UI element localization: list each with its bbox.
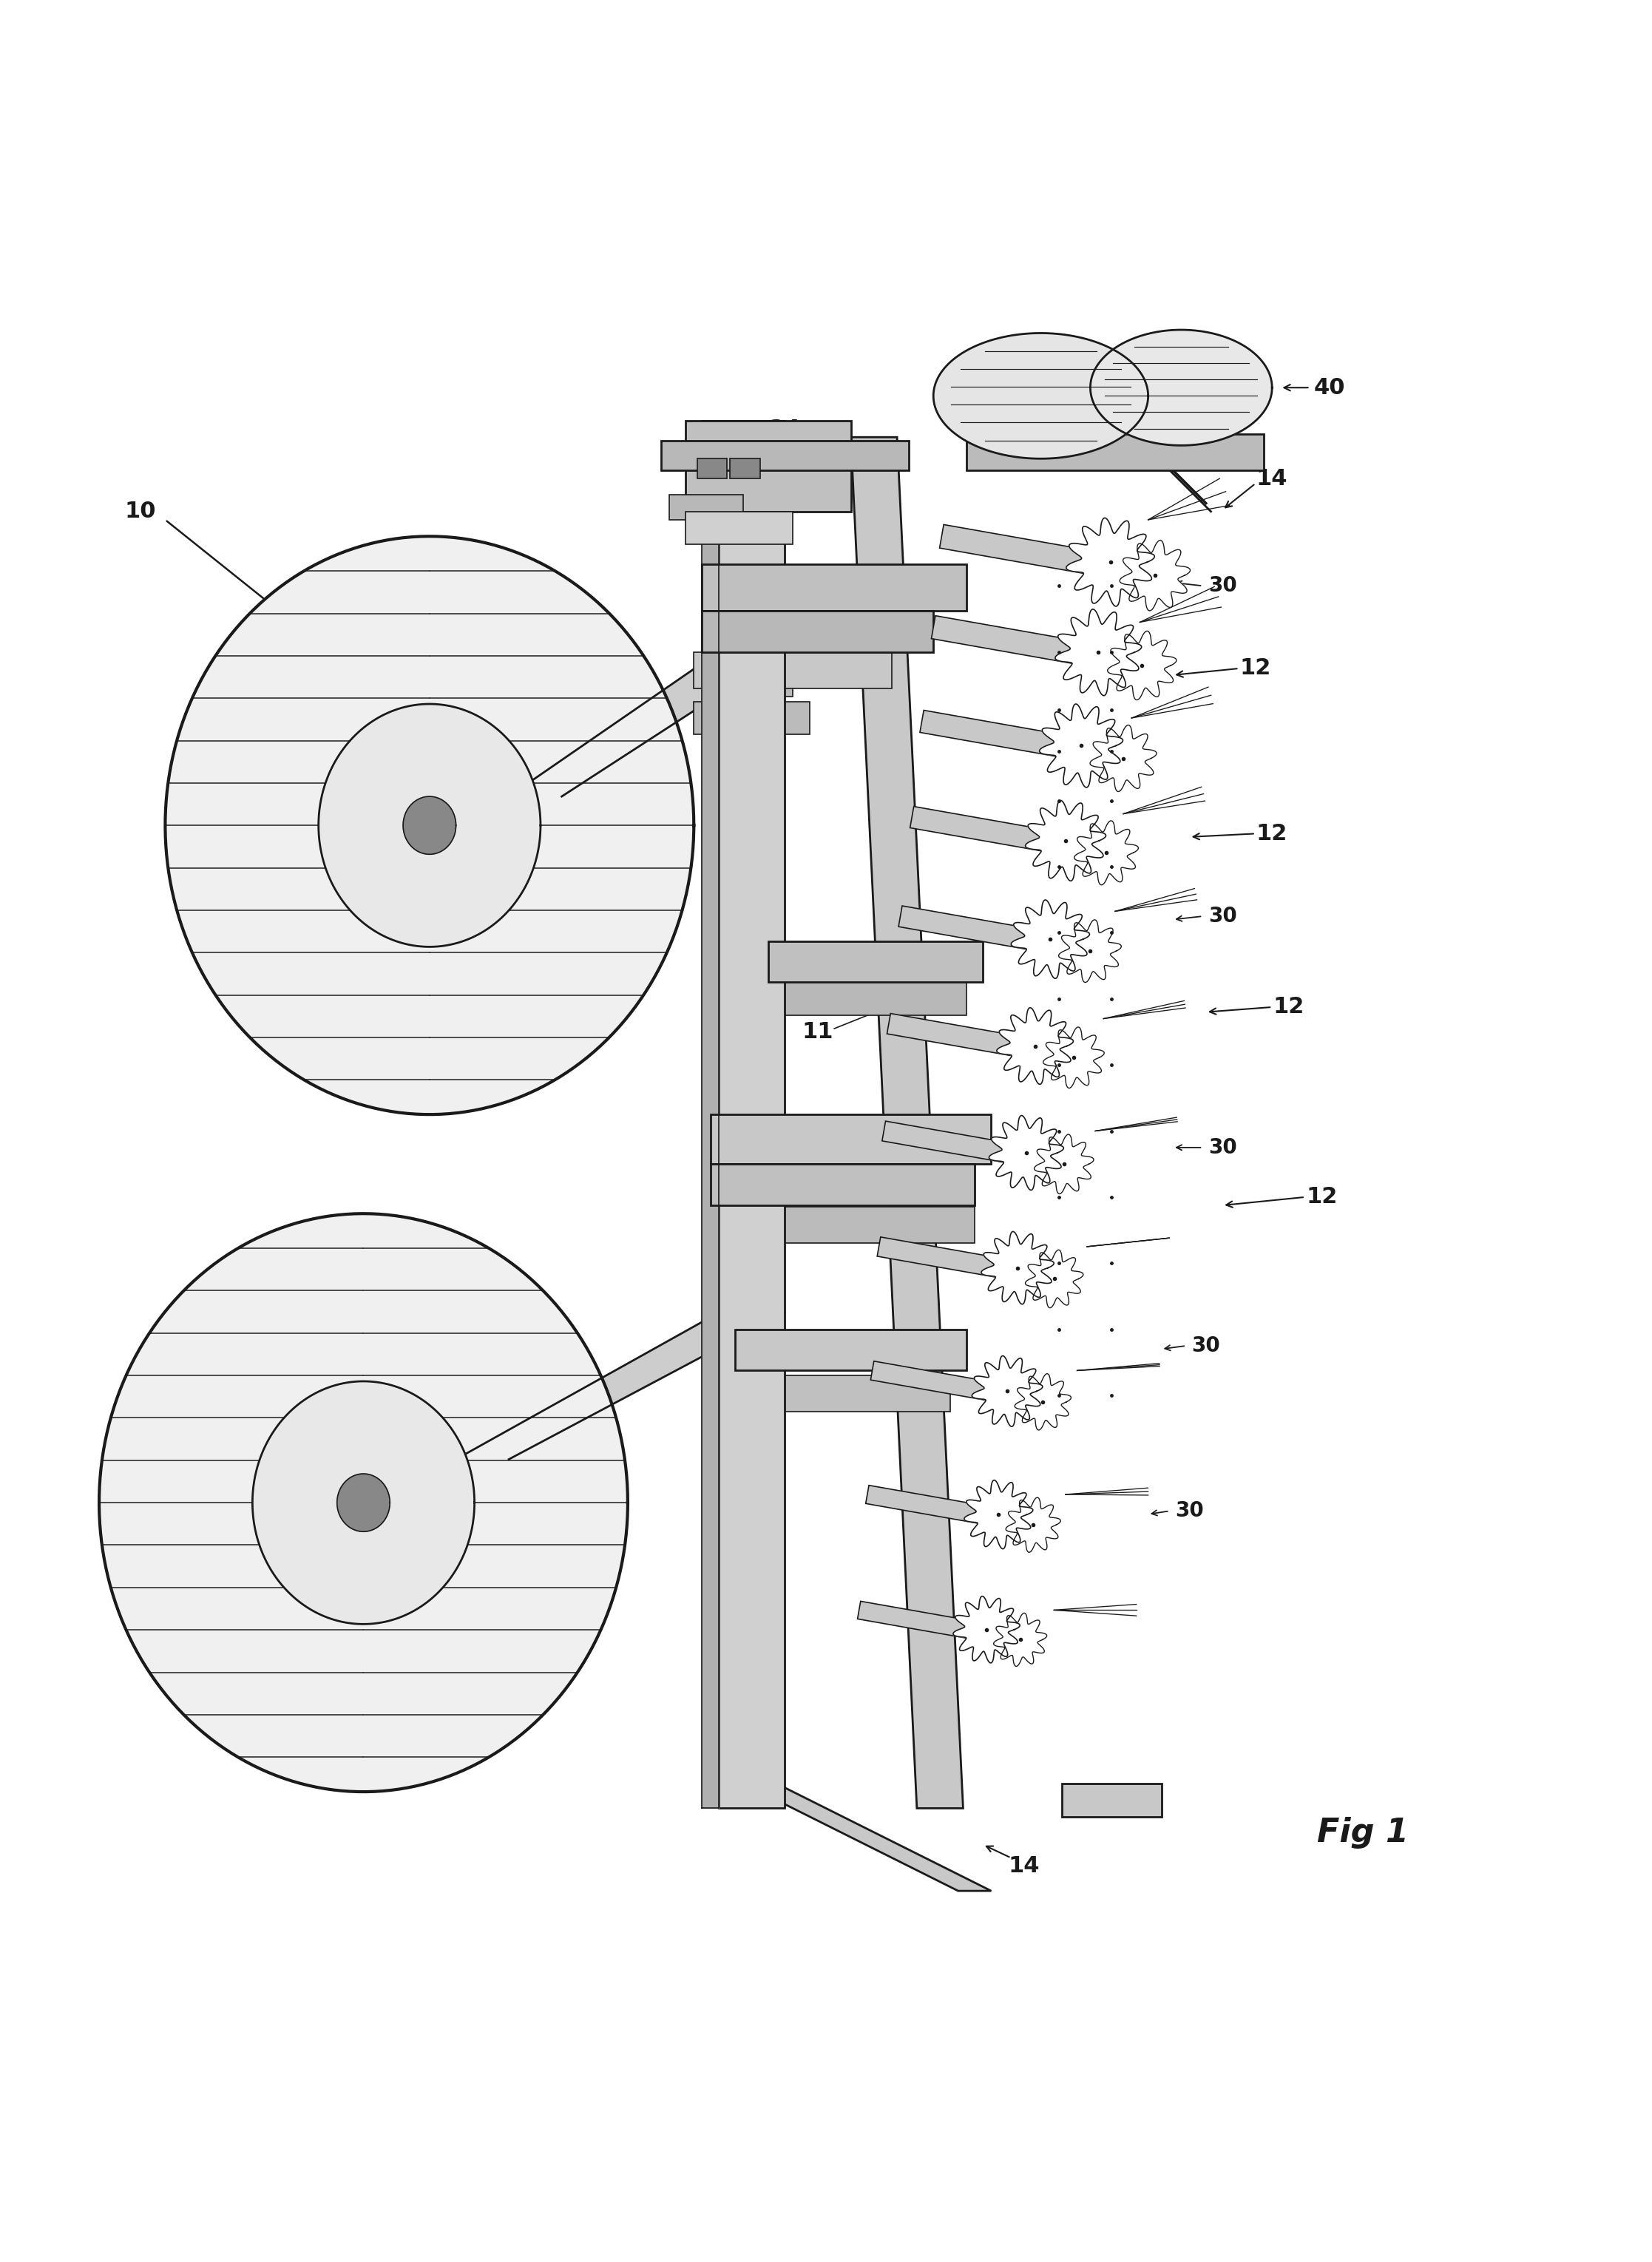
Polygon shape bbox=[1011, 900, 1090, 979]
Polygon shape bbox=[1090, 330, 1272, 446]
Polygon shape bbox=[993, 1613, 1047, 1667]
Polygon shape bbox=[1034, 1133, 1094, 1194]
Polygon shape bbox=[971, 1355, 1042, 1427]
Polygon shape bbox=[403, 796, 456, 855]
Polygon shape bbox=[920, 710, 1062, 758]
Polygon shape bbox=[851, 437, 963, 1807]
Bar bbox=[730, 459, 760, 480]
Polygon shape bbox=[887, 1013, 1018, 1056]
Polygon shape bbox=[319, 703, 540, 948]
Bar bbox=[710, 1208, 975, 1244]
Polygon shape bbox=[1056, 608, 1142, 697]
Bar bbox=[686, 511, 793, 545]
Polygon shape bbox=[1014, 1373, 1070, 1430]
Bar bbox=[1062, 1782, 1161, 1816]
Text: 14: 14 bbox=[1008, 1855, 1041, 1877]
Polygon shape bbox=[932, 615, 1079, 663]
Polygon shape bbox=[1107, 631, 1176, 699]
Text: 40: 40 bbox=[1313, 378, 1346, 398]
Bar bbox=[719, 631, 809, 661]
Polygon shape bbox=[1006, 1497, 1061, 1552]
Text: 12: 12 bbox=[1257, 823, 1287, 844]
Polygon shape bbox=[899, 905, 1032, 950]
Polygon shape bbox=[1026, 801, 1105, 880]
Polygon shape bbox=[877, 1237, 1001, 1278]
Bar bbox=[966, 434, 1264, 470]
Polygon shape bbox=[866, 1486, 983, 1525]
Polygon shape bbox=[953, 1597, 1019, 1663]
Polygon shape bbox=[965, 1479, 1032, 1549]
Polygon shape bbox=[981, 1231, 1054, 1305]
Text: 10: 10 bbox=[124, 500, 157, 523]
Bar bbox=[686, 421, 851, 511]
Polygon shape bbox=[882, 1122, 1009, 1163]
Bar bbox=[719, 672, 793, 697]
Bar bbox=[661, 441, 909, 470]
Text: 30: 30 bbox=[1208, 575, 1237, 597]
Polygon shape bbox=[990, 1115, 1064, 1190]
Polygon shape bbox=[857, 1601, 971, 1638]
Bar bbox=[669, 495, 743, 520]
Polygon shape bbox=[1042, 1027, 1104, 1088]
Bar bbox=[697, 459, 727, 480]
Bar bbox=[694, 651, 892, 688]
Polygon shape bbox=[702, 421, 719, 1807]
Polygon shape bbox=[871, 1362, 991, 1400]
Text: 30: 30 bbox=[1191, 1335, 1221, 1357]
Bar bbox=[710, 1165, 975, 1206]
Bar bbox=[768, 941, 983, 982]
Text: 34: 34 bbox=[770, 418, 800, 439]
Polygon shape bbox=[940, 525, 1090, 575]
Polygon shape bbox=[743, 1782, 991, 1891]
Text: 12: 12 bbox=[1274, 995, 1303, 1018]
Bar bbox=[735, 1330, 966, 1371]
Bar bbox=[719, 421, 785, 1807]
Bar bbox=[702, 611, 933, 651]
Text: 30: 30 bbox=[1208, 905, 1237, 927]
Polygon shape bbox=[1039, 703, 1123, 787]
Polygon shape bbox=[337, 1475, 390, 1531]
Text: 14: 14 bbox=[1256, 468, 1289, 489]
Text: Fig 1: Fig 1 bbox=[1317, 1816, 1409, 1848]
Polygon shape bbox=[996, 1007, 1074, 1083]
Bar bbox=[702, 566, 966, 611]
Polygon shape bbox=[910, 808, 1047, 851]
Polygon shape bbox=[933, 333, 1148, 459]
Polygon shape bbox=[1074, 821, 1138, 884]
Polygon shape bbox=[1090, 726, 1156, 792]
Bar bbox=[735, 1375, 950, 1411]
Polygon shape bbox=[509, 651, 785, 796]
Polygon shape bbox=[99, 1215, 628, 1792]
Polygon shape bbox=[1066, 518, 1155, 606]
Polygon shape bbox=[1059, 921, 1122, 982]
Text: 11: 11 bbox=[801, 1020, 834, 1043]
Text: 30: 30 bbox=[1208, 1138, 1237, 1158]
Bar bbox=[694, 701, 809, 735]
Polygon shape bbox=[1120, 541, 1189, 611]
Text: 12: 12 bbox=[1241, 658, 1270, 679]
Bar bbox=[768, 979, 966, 1016]
Polygon shape bbox=[165, 536, 694, 1115]
Text: 12: 12 bbox=[1307, 1185, 1336, 1208]
Bar bbox=[710, 1115, 991, 1165]
Polygon shape bbox=[253, 1382, 474, 1624]
Polygon shape bbox=[456, 1312, 785, 1459]
Polygon shape bbox=[1026, 1251, 1084, 1307]
Text: 30: 30 bbox=[1175, 1500, 1204, 1522]
